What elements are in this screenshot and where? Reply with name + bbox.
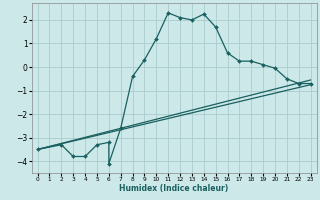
X-axis label: Humidex (Indice chaleur): Humidex (Indice chaleur) [119, 184, 229, 193]
